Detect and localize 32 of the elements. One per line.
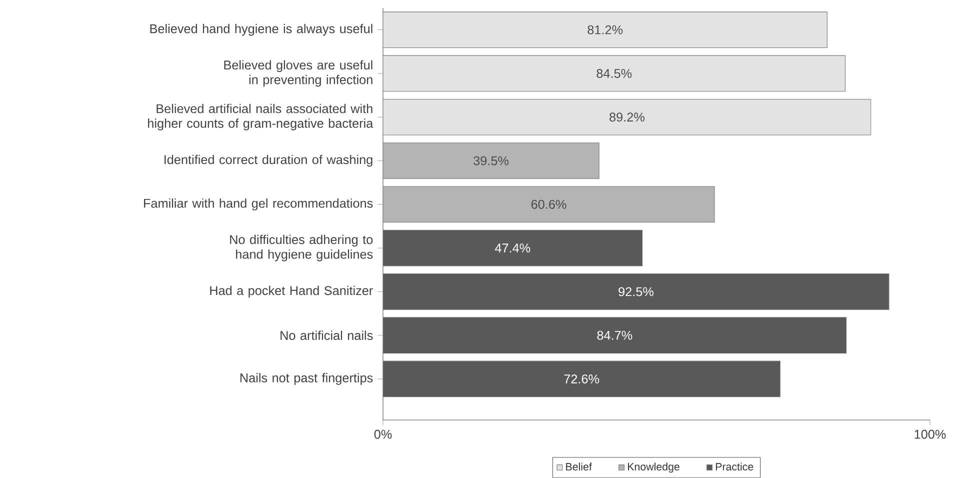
y-tick-label: Nails not past fingertips	[240, 373, 373, 385]
bar	[383, 12, 828, 48]
data-label: 60.6%	[531, 200, 566, 209]
bar	[383, 317, 847, 354]
data-label: 92.5%	[618, 287, 654, 296]
bar	[383, 360, 780, 398]
bar	[383, 98, 872, 136]
y-tick-label: Believed hand hygiene is always useful	[150, 24, 372, 36]
data-label: 81.2%	[588, 25, 623, 34]
y-tick-label: No artificial nails	[280, 330, 373, 340]
data-label: 84.7%	[597, 330, 632, 340]
y-tick-label: No difficulties adhering to hand hygiene guidelines	[230, 234, 373, 262]
data-label: 89.2%	[610, 112, 644, 122]
y-tick-label: Had a pocket Hand Sanitizer	[210, 286, 373, 298]
legend-label: Belief	[566, 462, 592, 471]
bar	[383, 230, 643, 266]
y-tick-label: Familiar with hand gel recommendations	[144, 198, 373, 210]
data-label: 84.5%	[596, 69, 632, 78]
bar	[383, 55, 846, 92]
legend-label: Knowledge	[628, 462, 680, 473]
y-tick-label: Believed gloves are useful in preventing infection	[224, 60, 372, 87]
y-tick-label: Believed artificial nails associated with higher counts of gram-negative bacteria	[148, 104, 374, 130]
legend-label: Practice	[716, 462, 754, 471]
x-tick-label: 0%	[374, 430, 392, 439]
data-label: 72.6%	[564, 374, 600, 384]
y-tick-label: Identified correct duration of washing	[164, 154, 372, 167]
x-tick-label: 100%	[914, 430, 946, 439]
bar	[383, 186, 715, 223]
bar	[383, 142, 600, 179]
data-label: 39.5%	[474, 156, 509, 166]
data-label: 47.4%	[494, 244, 530, 253]
bar	[383, 274, 890, 310]
